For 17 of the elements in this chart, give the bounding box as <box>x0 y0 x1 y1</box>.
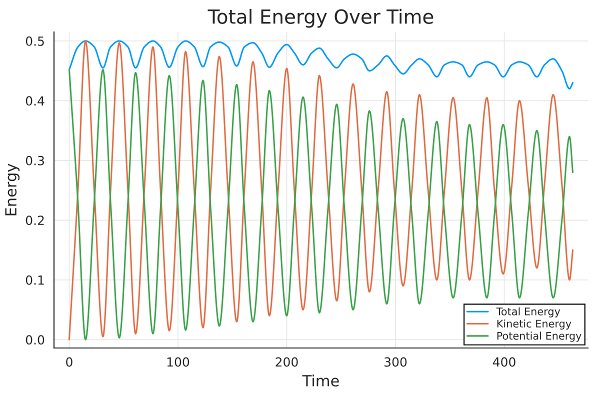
y-tick-label: 0.4 <box>26 96 44 106</box>
legend-label: Kinetic Energy <box>497 320 572 330</box>
x-tick-label: 300 <box>384 357 407 367</box>
x-axis-title: Time <box>302 374 339 387</box>
legend-label: Total Energy <box>496 307 560 318</box>
legend-label: Potential Energy <box>497 332 582 342</box>
y-axis-title: Energy <box>5 164 20 216</box>
x-tick-label: 200 <box>276 357 298 367</box>
y-tick-label: 0.3 <box>26 156 44 166</box>
y-tick-label: 0.0 <box>26 335 44 345</box>
x-tick-label: 100 <box>167 357 190 367</box>
chart-title: Total Energy Over Time <box>208 8 434 28</box>
y-tick-label: 0.5 <box>26 36 44 46</box>
x-tick-label: 0 <box>66 357 72 367</box>
y-tick-label: 0.2 <box>26 216 44 226</box>
y-tick-label: 0.1 <box>26 275 44 285</box>
x-tick-label: 400 <box>492 357 516 367</box>
